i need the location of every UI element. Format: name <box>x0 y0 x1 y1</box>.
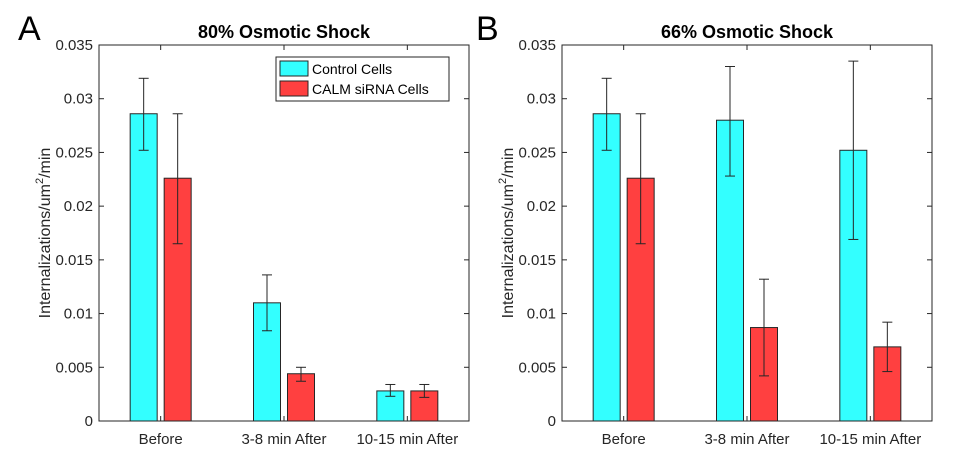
y-axis-label-superscript: 2 <box>34 178 46 184</box>
legend-entry: CALM siRNA Cells <box>312 81 429 97</box>
y-tick-label: 0.03 <box>64 91 93 108</box>
y-tick-label: 0.035 <box>518 37 556 54</box>
y-axis-label-part: /min <box>37 148 54 178</box>
y-tick-label: 0.005 <box>518 359 556 376</box>
y-tick-label: 0.01 <box>64 306 93 323</box>
y-axis-label-superscript: 2 <box>497 178 509 184</box>
y-axis-label-part: /min <box>500 148 517 178</box>
y-tick-label: 0.035 <box>55 37 93 54</box>
chart-title: 80% Osmotic Shock <box>198 22 371 42</box>
x-tick-label: Before <box>602 431 646 448</box>
x-tick-label: Before <box>139 431 183 448</box>
y-axis-label: Internalizations/um2/min <box>34 148 54 319</box>
y-tick-label: 0.015 <box>518 252 556 269</box>
y-tick-label: 0.025 <box>55 144 93 161</box>
y-tick-label: 0.01 <box>527 306 556 323</box>
x-tick-label: 10-15 min After <box>819 431 921 448</box>
y-tick-label: 0.02 <box>527 198 556 215</box>
y-tick-label: 0.025 <box>518 144 556 161</box>
chart-panel-a: A 80% Osmotic Shock 0 0.005 0.01 0.015 0.02 0.0… <box>18 10 470 448</box>
panel-label: B <box>476 10 499 48</box>
panel-label: A <box>18 10 41 48</box>
chart-panel-b: B 66% Osmotic Shock 0 0.005 0.01 0.015 0.02 0.0… <box>476 10 933 448</box>
x-tick-label: 10-15 min After <box>356 431 458 448</box>
y-tick-label: 0 <box>548 413 556 430</box>
legend-swatch <box>279 80 309 97</box>
y-tick-label: 0.005 <box>55 359 93 376</box>
bar <box>129 113 158 422</box>
y-tick-label: 0.015 <box>55 252 93 269</box>
legend: Control Cells CALM siRNA Cells <box>275 56 450 102</box>
y-axis-label-part: Internalizations/um <box>37 184 54 318</box>
chart-title: 66% Osmotic Shock <box>661 22 834 42</box>
legend-entry: Control Cells <box>312 61 392 77</box>
x-tick-label: 3-8 min After <box>704 431 789 448</box>
bar <box>592 113 621 422</box>
legend-swatch <box>279 60 309 77</box>
y-tick-label: 0 <box>85 413 93 430</box>
y-tick-label: 0.03 <box>527 91 556 108</box>
y-tick-label: 0.02 <box>64 198 93 215</box>
plot-area <box>98 44 470 422</box>
y-axis-label-part: Internalizations/um <box>500 184 517 318</box>
x-tick-label: 3-8 min After <box>241 431 326 448</box>
y-axis-label: Internalizations/um2/min <box>497 148 517 319</box>
